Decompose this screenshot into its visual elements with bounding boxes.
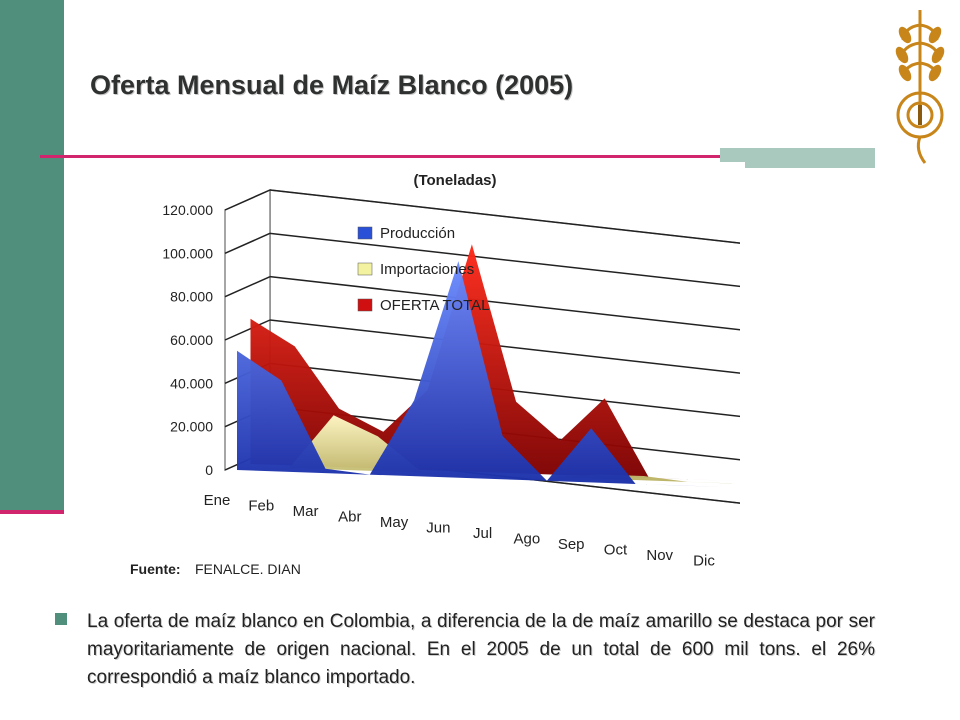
y-tick-label: 120.000: [162, 202, 213, 218]
gridline: [269, 319, 740, 374]
gridline-side: [224, 232, 271, 255]
area-importaciones: [245, 415, 733, 484]
fenalce-logo-icon: [895, 10, 945, 164]
x-tick-label: Nov: [646, 547, 673, 564]
title-rule: [40, 155, 875, 158]
legend-label: Importaciones: [380, 261, 474, 278]
legend-swatch: [357, 298, 373, 312]
chart-subtitle: (Toneladas): [413, 172, 496, 189]
legend-label: OFERTA TOTAL: [380, 297, 489, 314]
x-tick-label: Jul: [473, 525, 492, 542]
left-sidebar-band: [0, 0, 64, 510]
area-oferta-total: [250, 244, 738, 482]
x-tick-label: Jun: [426, 520, 450, 537]
gridline-side: [224, 189, 271, 211]
gridline: [269, 232, 740, 288]
bullet-text: La oferta de maíz blanco en Colombia, a …: [87, 611, 875, 688]
x-tick-label: Oct: [604, 542, 628, 559]
left-band-accent: [0, 510, 64, 514]
chart-areas: [237, 244, 738, 488]
legend-swatch: [357, 262, 373, 276]
y-axis-ticks: 0 20.000 40.000 60.000 80.000 100.000 120.000: [162, 202, 213, 478]
chart-legend: Producción Importaciones OFERTA TOTAL: [357, 225, 489, 314]
x-tick-label: Ene: [204, 492, 231, 509]
y-tick-label: 100.000: [162, 245, 213, 261]
monthly-supply-chart: (Toneladas) 0 20.000 40.000 60.000 80.000 100…: [130, 172, 740, 577]
y-tick-label: 20.000: [170, 419, 213, 435]
x-tick-label: Abr: [338, 509, 361, 526]
y-tick-label: 0: [205, 462, 213, 478]
x-tick-label: Feb: [248, 498, 274, 515]
source-value: FENALCE. DIAN: [195, 561, 301, 577]
source-label: Fuente:: [130, 561, 181, 577]
y-tick-label: 40.000: [170, 375, 213, 391]
x-tick-label: May: [380, 514, 409, 531]
gridline: [269, 275, 740, 331]
rule-decor-block: [720, 148, 875, 162]
gridline-side: [224, 275, 271, 298]
gridline-side: [224, 319, 271, 341]
gridline: [269, 189, 740, 244]
x-axis-ticks: Ene Feb Mar Abr May Jun Jul Ago Sep Oct Nov Dic: [204, 492, 716, 570]
x-tick-label: Sep: [558, 536, 585, 553]
bullet-square-icon: [55, 613, 67, 625]
legend-label: Producción: [380, 225, 455, 242]
y-tick-label: 80.000: [170, 289, 213, 305]
x-tick-label: Dic: [693, 553, 715, 570]
rule-decor-block-lower: [745, 162, 875, 168]
legend-swatch: [357, 226, 373, 240]
area-produccion: [237, 261, 724, 488]
bullet-point: La oferta de maíz blanco en Colombia, a …: [55, 608, 875, 692]
x-tick-label: Mar: [293, 503, 319, 520]
y-tick-label: 60.000: [170, 332, 213, 348]
x-tick-label: Ago: [514, 531, 541, 548]
slide-title: Oferta Mensual de Maíz Blanco (2005): [90, 70, 574, 100]
gridline: [269, 362, 740, 418]
